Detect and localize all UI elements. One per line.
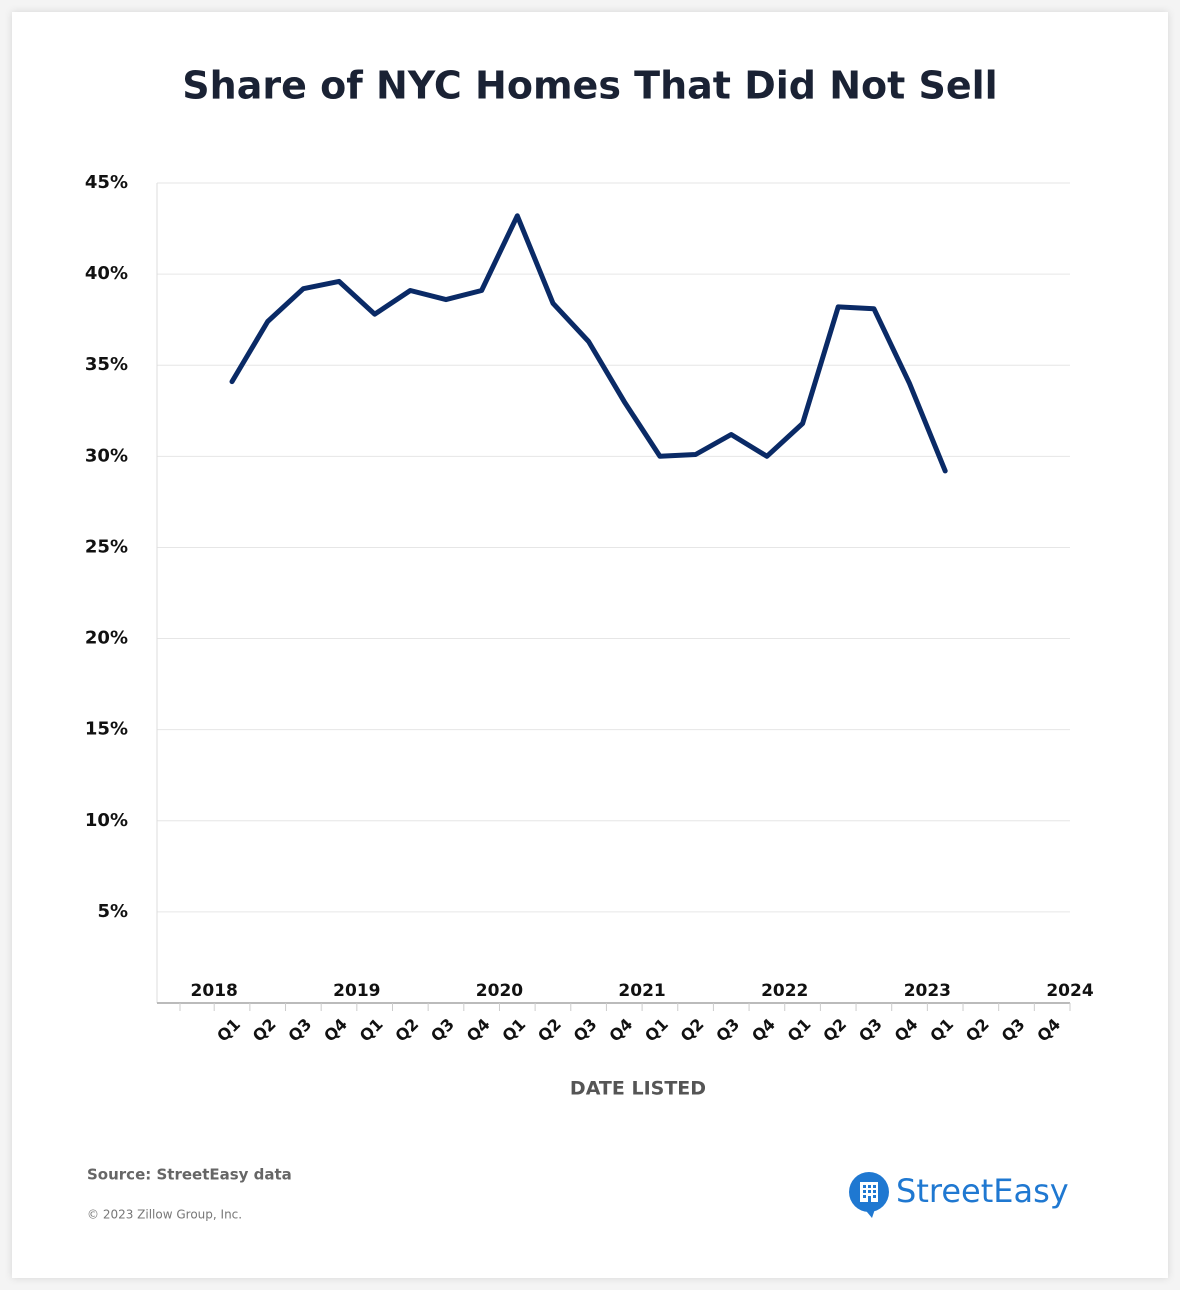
chart-title: Share of NYC Homes That Did Not Sell — [182, 64, 997, 108]
year-label: 2019 — [333, 981, 380, 1001]
year-label: 2018 — [191, 981, 238, 1001]
y-tick-label: 10% — [85, 810, 128, 831]
year-label: 2020 — [476, 981, 523, 1001]
x-axis-label: DATE LISTED — [570, 1078, 706, 1100]
y-tick-label: 20% — [85, 628, 128, 649]
line-series — [229, 213, 948, 474]
y-tick-label: 40% — [85, 263, 128, 284]
logo-text: StreetEasy — [896, 1172, 1069, 1210]
y-tick-label: 5% — [97, 901, 128, 922]
copyright: © 2023 Zillow Group, Inc. — [87, 1208, 242, 1222]
y-tick-label: 30% — [85, 445, 128, 466]
year-label: 2022 — [761, 981, 808, 1001]
logo-icon — [849, 1172, 889, 1218]
y-tick-label: 45% — [85, 172, 128, 193]
year-label: 2021 — [618, 981, 665, 1001]
source: Source: StreetEasy data — [87, 1166, 292, 1184]
card — [12, 12, 1168, 1278]
year-label: 2023 — [904, 981, 951, 1001]
year-label: 2024 — [1046, 981, 1093, 1001]
y-tick-label: 35% — [85, 354, 128, 375]
y-tick-label: 25% — [85, 536, 128, 557]
y-tick-label: 15% — [85, 719, 128, 740]
